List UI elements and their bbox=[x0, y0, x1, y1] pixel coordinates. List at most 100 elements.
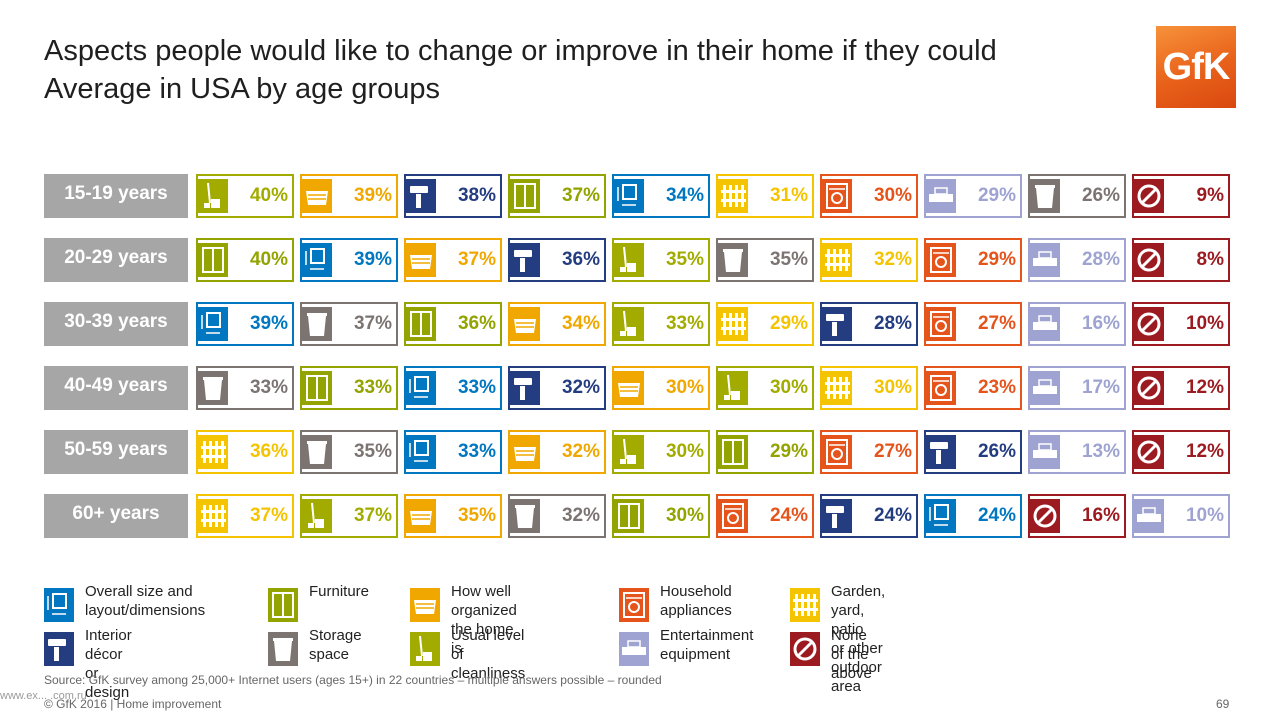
legend-label: Storage space bbox=[309, 627, 362, 663]
age-group-label: 30-39 years bbox=[44, 302, 188, 346]
percent-value: 26% bbox=[977, 441, 1016, 462]
box-icon bbox=[268, 631, 298, 667]
data-cell-size: 24% bbox=[924, 494, 1022, 538]
prohibited-icon bbox=[1030, 496, 1060, 536]
prohibited-icon bbox=[790, 631, 820, 667]
data-cell-organized: 32% bbox=[508, 430, 606, 474]
percent-value: 12% bbox=[1185, 441, 1224, 462]
percent-value: 39% bbox=[353, 185, 392, 206]
wardrobe-icon bbox=[406, 304, 436, 344]
drawer-icon bbox=[410, 587, 440, 623]
layout-icon bbox=[302, 240, 332, 280]
percent-value: 9% bbox=[1196, 185, 1224, 206]
gfk-logo: GfK bbox=[1156, 26, 1236, 108]
fence-icon bbox=[198, 496, 228, 536]
percent-value: 34% bbox=[665, 185, 704, 206]
data-cell-organized: 37% bbox=[404, 238, 502, 282]
tv-icon bbox=[926, 176, 956, 216]
percent-value: 10% bbox=[1185, 505, 1224, 526]
data-cell-garden: 29% bbox=[716, 302, 814, 346]
mop-icon bbox=[614, 432, 644, 472]
paint-roller-icon bbox=[44, 631, 74, 667]
box-icon bbox=[510, 496, 540, 536]
page-subtitle: Average in USA by age groups bbox=[44, 73, 441, 105]
age-group-label: 40-49 years bbox=[44, 366, 188, 410]
legend-label: Interior décor or design bbox=[85, 627, 132, 701]
percent-value: 34% bbox=[561, 313, 600, 334]
percent-value: 40% bbox=[249, 249, 288, 270]
percent-value: 26% bbox=[1081, 185, 1120, 206]
source-note: Source: GfK survey among 25,000+ Interne… bbox=[44, 673, 662, 687]
percent-value: 30% bbox=[769, 377, 808, 398]
data-cell-size: 34% bbox=[612, 174, 710, 218]
layout-icon bbox=[198, 304, 228, 344]
data-cell-storage: 26% bbox=[1028, 174, 1126, 218]
percent-value: 32% bbox=[561, 441, 600, 462]
percent-value: 29% bbox=[977, 185, 1016, 206]
data-cell-furniture: 30% bbox=[612, 494, 710, 538]
data-cell-furniture: 37% bbox=[508, 174, 606, 218]
percent-value: 28% bbox=[873, 313, 912, 334]
percent-value: 32% bbox=[561, 505, 600, 526]
legend-label: Entertainment equipment bbox=[660, 627, 754, 663]
age-group-label: 60+ years bbox=[44, 494, 188, 538]
data-cell-appliances: 29% bbox=[924, 238, 1022, 282]
prohibited-icon bbox=[1134, 304, 1164, 344]
fence-icon bbox=[822, 240, 852, 280]
percent-value: 37% bbox=[353, 505, 392, 526]
percent-value: 30% bbox=[665, 505, 704, 526]
percent-value: 37% bbox=[561, 185, 600, 206]
data-cell-clean: 30% bbox=[612, 430, 710, 474]
percent-value: 32% bbox=[561, 377, 600, 398]
percent-value: 39% bbox=[249, 313, 288, 334]
drawer-icon bbox=[302, 176, 332, 216]
data-cell-storage: 35% bbox=[716, 238, 814, 282]
percent-value: 13% bbox=[1081, 441, 1120, 462]
percent-value: 35% bbox=[665, 249, 704, 270]
box-icon bbox=[302, 432, 332, 472]
percent-value: 39% bbox=[353, 249, 392, 270]
data-cell-size: 33% bbox=[404, 430, 502, 474]
data-cell-size: 39% bbox=[300, 238, 398, 282]
washing-machine-icon bbox=[926, 368, 956, 408]
box-icon bbox=[1030, 176, 1060, 216]
wardrobe-icon bbox=[268, 587, 298, 623]
data-cell-garden: 36% bbox=[196, 430, 294, 474]
paint-roller-icon bbox=[822, 304, 852, 344]
percent-value: 33% bbox=[457, 441, 496, 462]
data-cell-appliances: 27% bbox=[820, 430, 918, 474]
fence-icon bbox=[790, 587, 820, 623]
tv-icon bbox=[1030, 432, 1060, 472]
washing-machine-icon bbox=[718, 496, 748, 536]
paint-roller-icon bbox=[406, 176, 436, 216]
fence-icon bbox=[718, 176, 748, 216]
data-cell-clean: 30% bbox=[716, 366, 814, 410]
data-cell-entertain: 10% bbox=[1132, 494, 1230, 538]
legend-label: How well organized the home is bbox=[451, 583, 517, 657]
box-icon bbox=[302, 304, 332, 344]
percent-value: 27% bbox=[873, 441, 912, 462]
mop-icon bbox=[302, 496, 332, 536]
fence-icon bbox=[198, 432, 228, 472]
data-cell-garden: 37% bbox=[196, 494, 294, 538]
legend-label: Furniture bbox=[309, 583, 370, 600]
percent-value: 37% bbox=[249, 505, 288, 526]
age-group-label: 15-19 years bbox=[44, 174, 188, 218]
data-cell-entertain: 28% bbox=[1028, 238, 1126, 282]
box-icon bbox=[718, 240, 748, 280]
percent-value: 37% bbox=[457, 249, 496, 270]
data-cell-entertain: 17% bbox=[1028, 366, 1126, 410]
percent-value: 8% bbox=[1196, 249, 1224, 270]
mop-icon bbox=[614, 240, 644, 280]
percent-value: 24% bbox=[769, 505, 808, 526]
data-cell-clean: 40% bbox=[196, 174, 294, 218]
percent-value: 24% bbox=[977, 505, 1016, 526]
percent-value: 38% bbox=[457, 185, 496, 206]
percent-value: 27% bbox=[977, 313, 1016, 334]
data-cell-furniture: 40% bbox=[196, 238, 294, 282]
legend-label: None of the above bbox=[831, 627, 872, 682]
data-cell-garden: 31% bbox=[716, 174, 814, 218]
layout-icon bbox=[926, 496, 956, 536]
drawer-icon bbox=[406, 496, 436, 536]
washing-machine-icon bbox=[926, 240, 956, 280]
